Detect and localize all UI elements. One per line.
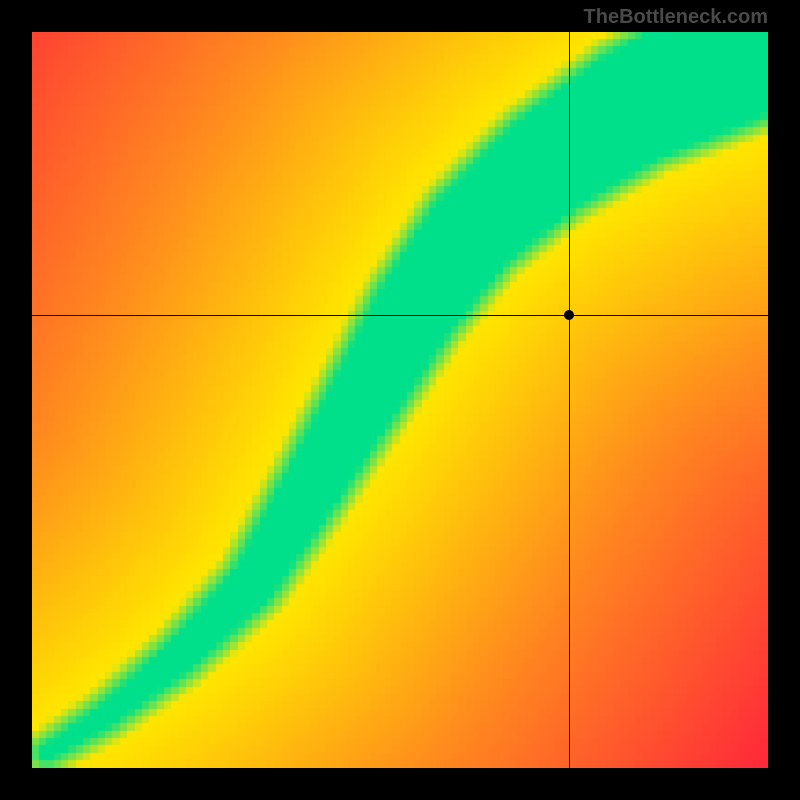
selected-point-marker (564, 310, 574, 320)
bottleneck-heatmap (32, 32, 768, 768)
crosshair-horizontal (32, 315, 768, 316)
plot-area (32, 32, 768, 768)
watermark-text: TheBottleneck.com (584, 6, 768, 29)
chart-container: TheBottleneck.com (0, 0, 800, 800)
crosshair-vertical (569, 32, 570, 768)
